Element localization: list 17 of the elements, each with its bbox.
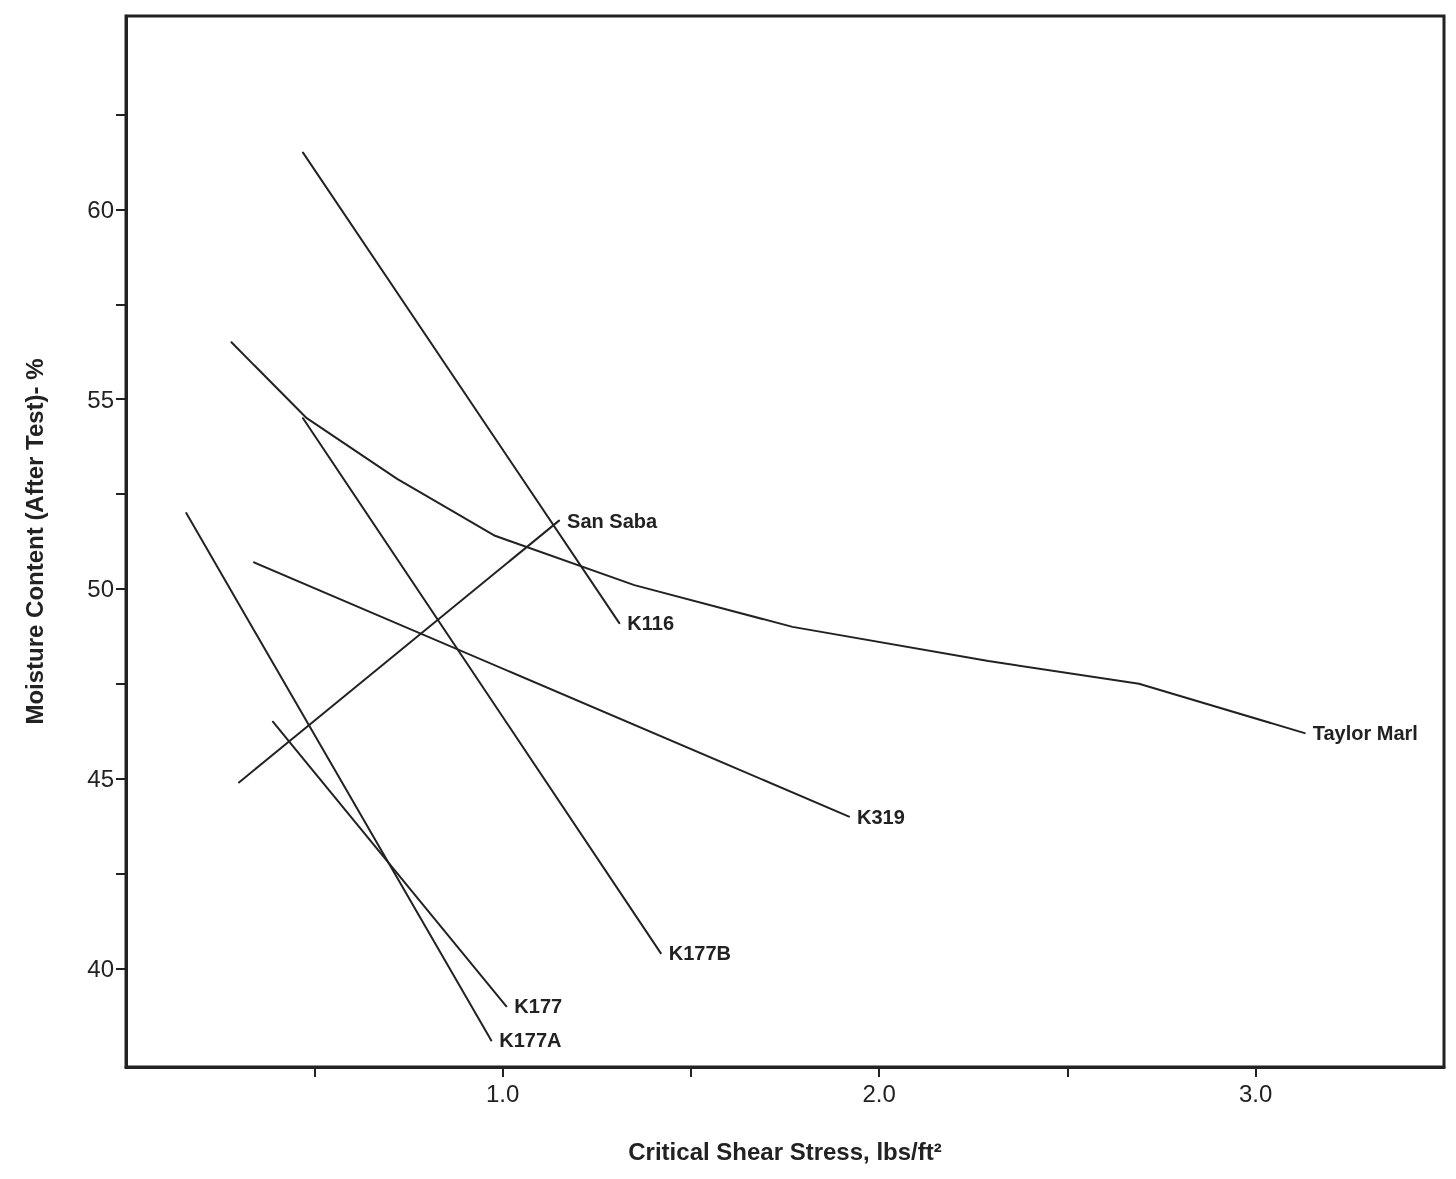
x-tick-label: 3.0 xyxy=(1239,1079,1273,1107)
series-label: K116 xyxy=(627,612,675,635)
series-label: K177B xyxy=(668,942,731,965)
y-tick-label: 50 xyxy=(87,575,114,603)
x-axis-title: Critical Shear Stress, lbs/ft² xyxy=(628,1137,942,1165)
y-tick-label: 60 xyxy=(87,196,114,224)
y-tick-label: 40 xyxy=(87,954,114,982)
series-label: Taylor Marl xyxy=(1312,722,1418,745)
y-tick-label: 45 xyxy=(87,765,114,793)
series-label: K319 xyxy=(857,805,905,828)
series-label: K177A xyxy=(499,1029,562,1052)
x-tick-label: 1.0 xyxy=(485,1079,520,1107)
x-tick-label: 2.0 xyxy=(862,1079,896,1107)
y-tick-label: 55 xyxy=(87,385,114,413)
series-label: San Saba xyxy=(567,509,658,532)
series-label: K177 xyxy=(514,995,563,1018)
y-axis-title: Moisture Content (After Test)- % xyxy=(20,358,48,725)
